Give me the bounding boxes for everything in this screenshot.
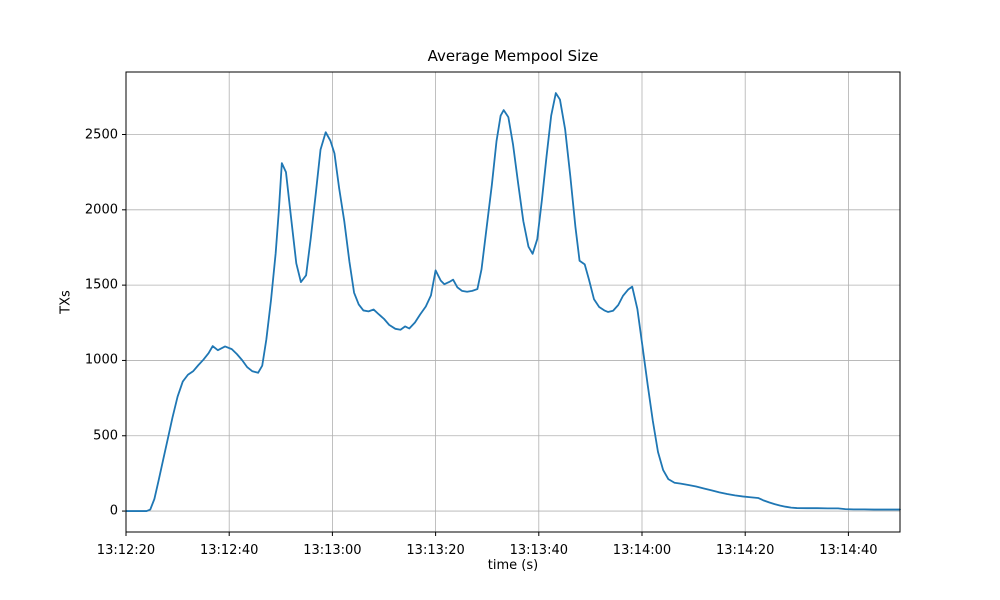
x-tick-label: 13:12:20 bbox=[96, 543, 156, 558]
data-line bbox=[125, 92, 901, 512]
y-axis-label: TXs bbox=[58, 290, 74, 314]
y-tick-label: 500 bbox=[93, 428, 118, 444]
chart-title: Average Mempool Size bbox=[427, 47, 599, 65]
x-axis-label: time (s) bbox=[487, 558, 539, 573]
x-tick-label: 13:13:20 bbox=[406, 543, 465, 558]
x-tick-label: 13:12:40 bbox=[199, 543, 259, 558]
y-tick-label: 2000 bbox=[84, 202, 118, 218]
y-tick-label: 2500 bbox=[84, 127, 118, 142]
x-tick-label: 13:14:00 bbox=[612, 543, 672, 558]
x-tick-label: 13:13:00 bbox=[303, 543, 362, 558]
y-tick-label: 0 bbox=[109, 503, 118, 519]
x-tick-label: 13:14:40 bbox=[819, 543, 878, 558]
x-tick-label: 13:14:20 bbox=[715, 543, 775, 558]
y-tick-label: 1000 bbox=[84, 352, 118, 368]
x-tick-label: 13:13:40 bbox=[509, 543, 568, 558]
y-tick-label: 1500 bbox=[84, 277, 118, 293]
